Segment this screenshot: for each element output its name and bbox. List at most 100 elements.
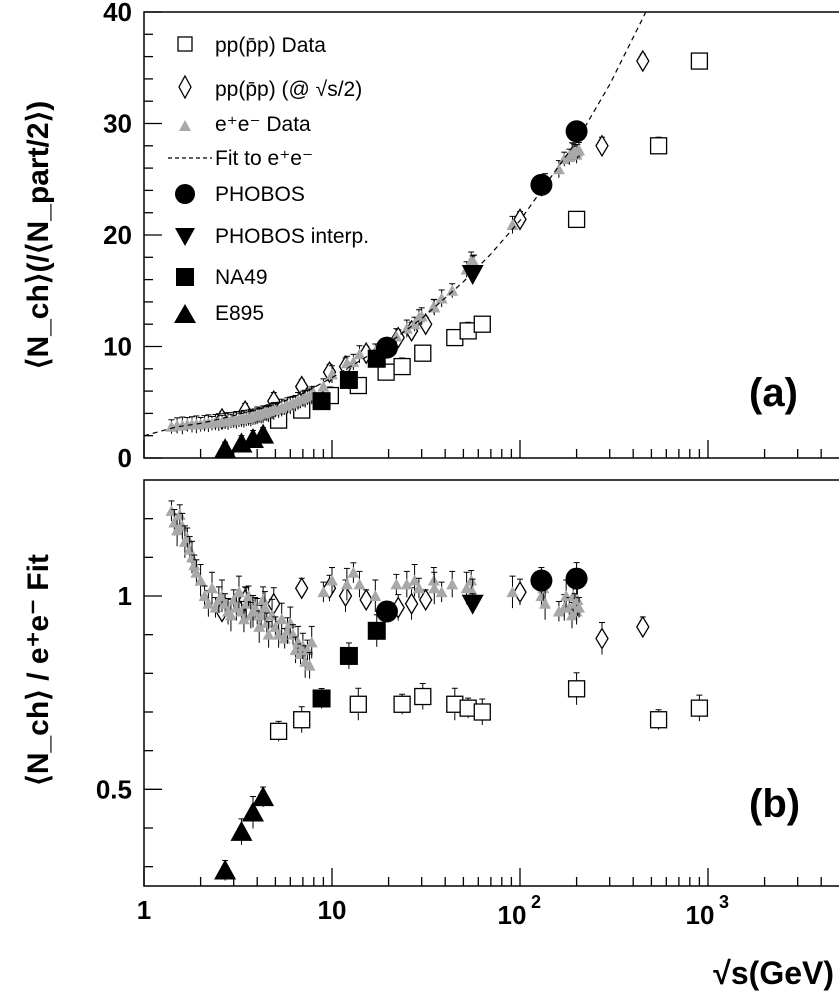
grey-triangle-marker bbox=[262, 628, 275, 640]
grey-triangle-marker bbox=[190, 566, 203, 578]
x-tick-label: 10 3 bbox=[686, 892, 729, 930]
y-axis-label-a: ⟨N_ch⟩(/⟨N_part/2⟩) bbox=[22, 101, 55, 370]
filled-triangle-marker bbox=[230, 820, 253, 841]
legend-label: PHOBOS interp. bbox=[215, 225, 369, 248]
filled-triangle-marker bbox=[241, 801, 264, 822]
grey-triangle-marker bbox=[242, 590, 255, 601]
open-diamond-marker bbox=[595, 627, 609, 650]
filled-triangle-marker bbox=[252, 423, 275, 444]
grey-triangle-marker bbox=[240, 597, 253, 609]
series-filled-triangle bbox=[165, 500, 586, 679]
open-square-marker bbox=[349, 695, 367, 713]
filled-triangle-marker bbox=[214, 859, 237, 880]
grey-triangle-marker bbox=[257, 593, 270, 605]
grey-triangle-marker bbox=[198, 590, 211, 601]
plot-frame bbox=[143, 479, 839, 887]
legend-item-e895: E895 bbox=[174, 302, 264, 325]
grey-triangle-marker bbox=[260, 617, 273, 629]
grey-triangle-marker bbox=[466, 586, 479, 598]
open-square-marker bbox=[393, 357, 411, 376]
grey-triangle-marker bbox=[446, 578, 459, 590]
grey-triangle-marker bbox=[294, 648, 307, 659]
open-square-marker bbox=[393, 695, 411, 713]
panel-b: 0.51 bbox=[96, 479, 839, 887]
legend-label: pp(p̄p) (@ √s/2) bbox=[215, 78, 362, 101]
open-square-marker bbox=[690, 52, 709, 70]
legend-label: Fit to e⁺e⁻ bbox=[215, 147, 313, 170]
open-square-marker bbox=[649, 137, 668, 155]
grey-triangle-marker bbox=[347, 566, 360, 578]
x-tick-text: 10 bbox=[686, 900, 715, 930]
legend-item-fit: Fit to e⁺e⁻ bbox=[168, 147, 313, 170]
grey-triangle-marker bbox=[552, 605, 565, 617]
open-diamond-marker bbox=[359, 588, 373, 612]
x-tick-text: 10 bbox=[318, 895, 347, 925]
grey-triangle-marker bbox=[183, 543, 196, 555]
grey-triangle-marker bbox=[415, 310, 428, 322]
open-square-marker bbox=[473, 315, 491, 333]
series-open-square bbox=[269, 52, 709, 429]
open-diamond-icon bbox=[178, 74, 192, 100]
series-filled-square bbox=[312, 349, 386, 411]
open-square-marker bbox=[567, 680, 586, 698]
series-open-square bbox=[269, 672, 709, 742]
grey-triangle-marker bbox=[353, 348, 366, 360]
x-tick-label: 10 bbox=[318, 895, 347, 925]
open-square-marker bbox=[473, 703, 491, 721]
grey-triangle-marker bbox=[573, 601, 586, 613]
filled-circle-marker bbox=[565, 567, 588, 590]
grey-triangle-marker bbox=[506, 586, 519, 598]
open-diamond-marker bbox=[636, 615, 650, 639]
filled-down-triangle-icon bbox=[175, 228, 195, 246]
grey-triangle-marker bbox=[408, 574, 421, 586]
y-tick-label: 20 bbox=[103, 220, 132, 250]
legend-item-phobos-interp: PHOBOS interp. bbox=[175, 225, 369, 248]
series-filled-triangle bbox=[214, 423, 275, 458]
x-axis-label: √s(GeV) bbox=[713, 955, 834, 991]
x-tick-exponent: 2 bbox=[531, 892, 541, 912]
open-square-marker bbox=[567, 210, 586, 229]
y-tick-label: 1 bbox=[118, 581, 132, 611]
open-diamond-marker bbox=[418, 588, 433, 612]
grey-triangle-marker bbox=[428, 582, 441, 594]
open-square-marker bbox=[649, 711, 668, 729]
open-diamond-marker bbox=[294, 577, 309, 600]
grey-triangle-marker bbox=[275, 613, 288, 625]
open-square-marker bbox=[414, 687, 432, 706]
legend-label: e⁺e⁻ Data bbox=[215, 113, 311, 136]
grey-triangle-marker bbox=[535, 590, 548, 601]
grey-triangle-marker bbox=[353, 578, 366, 590]
x-tick-text: 1 bbox=[137, 895, 151, 925]
legend-item-pp-half: pp(p̄p) (@ √s/2) bbox=[178, 74, 362, 101]
open-diamond-marker bbox=[636, 49, 650, 73]
filled-triangle-marker bbox=[252, 786, 275, 807]
open-diamond-marker bbox=[513, 208, 527, 231]
legend-label: NA49 bbox=[215, 266, 268, 289]
legend-item-na49: NA49 bbox=[176, 266, 268, 289]
legend-label: E895 bbox=[215, 302, 264, 325]
filled-triangle-marker bbox=[214, 438, 237, 458]
panel-label-a: (a) bbox=[749, 371, 798, 415]
y-tick-label: 0.5 bbox=[96, 774, 132, 804]
grey-triangle-marker bbox=[216, 590, 229, 601]
filled-square-marker bbox=[312, 392, 331, 411]
series-filled-down-triangle bbox=[461, 593, 484, 615]
x-tick-exponent: 3 bbox=[719, 892, 729, 912]
grey-triangle-marker bbox=[224, 609, 237, 621]
x-tick-text: 10 bbox=[498, 900, 527, 930]
grey-triangle-marker bbox=[340, 578, 353, 590]
x-tick-label: 10 2 bbox=[498, 892, 541, 930]
data-layer bbox=[144, 12, 709, 458]
open-square-marker bbox=[293, 711, 311, 729]
legend: pp(p̄p) Data pp(p̄p) (@ √s/2) e⁺e⁻ Data … bbox=[168, 34, 369, 325]
grey-triangle-icon bbox=[179, 120, 191, 131]
grey-triangle-marker bbox=[232, 586, 245, 598]
y-tick-label: 40 bbox=[103, 0, 132, 27]
grey-triangle-marker bbox=[194, 574, 207, 586]
grey-triangle-marker bbox=[305, 636, 318, 648]
series-filled-triangle bbox=[214, 786, 275, 881]
grey-triangle-marker bbox=[202, 597, 215, 609]
filled-square-marker bbox=[312, 689, 331, 708]
grey-triangle-marker bbox=[326, 368, 338, 380]
grey-triangle-marker bbox=[465, 574, 478, 586]
